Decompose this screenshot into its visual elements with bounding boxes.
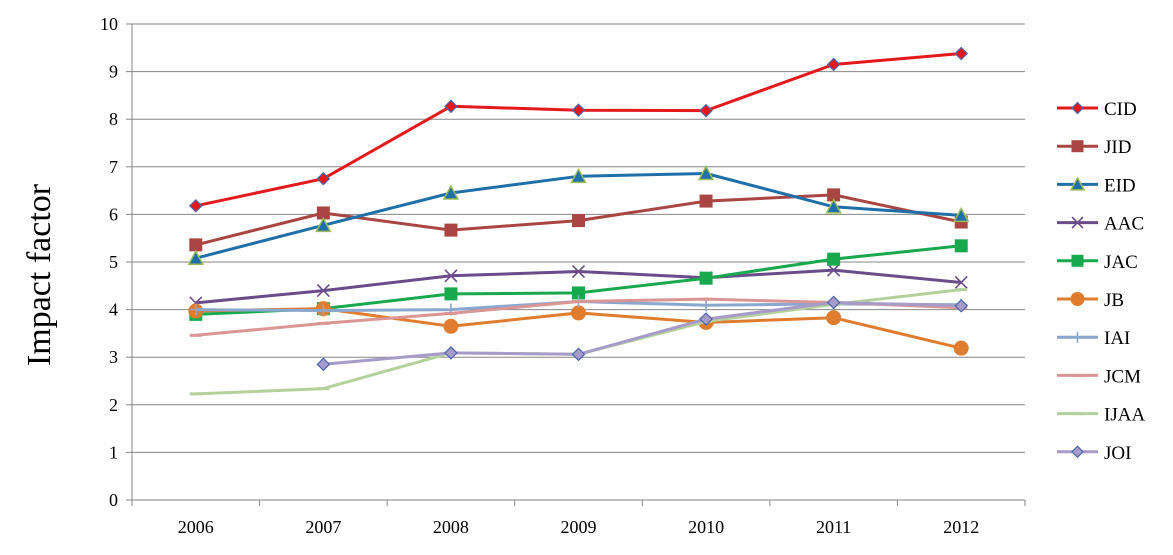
legend-label: EID	[1104, 175, 1136, 196]
data-point	[444, 223, 458, 237]
axes	[126, 23, 1026, 506]
legend-label: AAC	[1104, 214, 1144, 235]
data-point	[444, 346, 458, 360]
legend-item: JID	[1057, 137, 1131, 158]
data-point	[954, 239, 968, 253]
series-cid	[188, 46, 969, 213]
data-point	[699, 312, 713, 326]
y-tick-label: 3	[109, 347, 118, 367]
legend-marker	[1071, 101, 1084, 115]
series-aac	[189, 263, 968, 310]
legend-item: JB	[1057, 290, 1124, 311]
data-point	[444, 269, 458, 283]
data-point	[827, 263, 841, 277]
legend-item: JOI	[1057, 443, 1131, 464]
series-line	[323, 301, 962, 366]
series-joi	[316, 295, 969, 372]
y-tick-label: 0	[109, 490, 118, 510]
legend: CID JID EID AAC JAC JB IAI JCM IJAA JOI	[1057, 99, 1145, 464]
data-point	[571, 347, 586, 362]
y-tick-label: 5	[109, 252, 118, 272]
data-point	[825, 198, 842, 214]
legend-item: IJAA	[1057, 405, 1145, 426]
data-point	[953, 340, 969, 356]
data-point	[699, 103, 713, 118]
y-tick-label: 10	[100, 14, 118, 34]
data-point	[315, 216, 332, 233]
data-point	[317, 304, 330, 317]
series-lines	[187, 46, 970, 396]
data-point	[571, 305, 586, 321]
legend-item: JCM	[1057, 366, 1141, 387]
data-point	[570, 167, 587, 184]
x-tick-label: 2007	[305, 517, 341, 537]
legend-item: JAC	[1057, 252, 1138, 273]
legend-label: JOI	[1104, 443, 1131, 464]
x-tick-label: 2009	[561, 517, 597, 537]
data-point	[827, 252, 841, 266]
legend-marker	[1071, 445, 1084, 459]
x-tick-label: 2012	[943, 517, 979, 537]
series-eid	[187, 164, 970, 265]
data-point	[954, 298, 969, 313]
data-point	[442, 184, 460, 200]
legend-marker	[1071, 254, 1084, 267]
data-point	[188, 198, 203, 213]
data-point	[187, 249, 205, 265]
data-point	[316, 283, 330, 298]
y-tick-label: 9	[109, 62, 118, 82]
y-tick-label: 8	[109, 109, 118, 129]
legend-label: JB	[1104, 290, 1124, 311]
data-point	[700, 299, 713, 312]
data-point	[954, 275, 968, 290]
y-tick-label: 2	[109, 395, 118, 415]
data-point	[444, 99, 458, 114]
legend-marker	[1070, 292, 1085, 306]
data-point	[316, 171, 331, 186]
series-jid	[189, 188, 968, 252]
data-point	[699, 271, 713, 285]
data-point	[571, 103, 586, 118]
data-point	[443, 318, 459, 334]
data-point	[572, 214, 585, 228]
data-point	[826, 295, 841, 310]
data-point	[699, 194, 713, 208]
legend-marker	[1072, 331, 1083, 343]
data-point	[826, 57, 841, 72]
data-point	[826, 310, 842, 326]
y-tick-label: 7	[109, 157, 118, 177]
data-point	[697, 164, 715, 181]
data-point	[189, 303, 202, 316]
data-point	[189, 238, 203, 252]
legend-label: CID	[1104, 99, 1137, 120]
legend-item: EID	[1057, 175, 1136, 196]
legend-marker	[1069, 176, 1086, 191]
legend-marker	[1071, 140, 1084, 153]
data-point	[952, 206, 970, 223]
legend-label: IAI	[1104, 328, 1130, 349]
legend-marker	[1071, 216, 1084, 229]
legend-label: JCM	[1104, 366, 1141, 387]
legend-label: IJAA	[1104, 405, 1145, 426]
legend-item: CID	[1057, 99, 1137, 120]
data-point	[571, 264, 586, 279]
x-tick-label: 2011	[816, 517, 851, 537]
y-tick-label: 1	[109, 442, 118, 462]
data-point	[316, 357, 331, 372]
legend-label: JAC	[1104, 252, 1138, 273]
x-tick-label: 2010	[688, 517, 724, 537]
y-tick-label: 4	[109, 300, 118, 320]
gridlines	[132, 23, 1025, 453]
x-tick-label: 2006	[178, 517, 214, 537]
legend-item: AAC	[1057, 214, 1144, 235]
x-tick-label: 2008	[433, 517, 469, 537]
legend-label: JID	[1104, 137, 1131, 158]
legend-item: IAI	[1057, 328, 1130, 349]
y-axis-title: Impact factor	[21, 183, 58, 366]
y-tick-label: 6	[109, 204, 118, 224]
data-point	[444, 287, 458, 301]
tick-labels: 0 1 2 3 4 5 6 7 8 9 10 2006 2007 2008 2009 2010 2011 2012	[100, 14, 979, 537]
data-point	[954, 46, 969, 61]
